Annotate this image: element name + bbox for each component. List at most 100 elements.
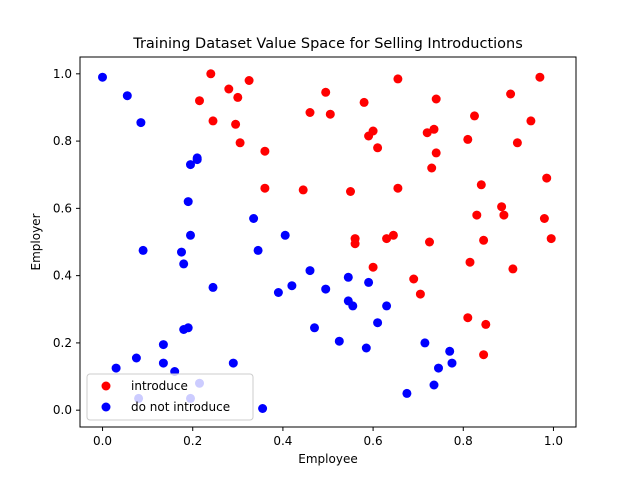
point-introduce <box>359 97 369 107</box>
point-do-not-introduce <box>253 245 263 255</box>
point-introduce <box>244 76 254 85</box>
point-introduce <box>305 108 315 117</box>
point-do-not-introduce <box>447 358 457 368</box>
point-do-not-introduce <box>280 230 290 240</box>
x-tick-label: 0.6 <box>364 434 383 448</box>
point-do-not-introduce <box>321 284 331 294</box>
point-do-not-introduce <box>382 301 392 311</box>
point-do-not-introduce <box>192 153 202 163</box>
point-do-not-introduce <box>364 277 374 287</box>
point-introduce <box>506 89 516 99</box>
point-do-not-introduce <box>177 247 186 257</box>
point-do-not-introduce <box>186 230 195 240</box>
point-introduce <box>206 69 216 79</box>
point-introduce <box>195 96 204 106</box>
point-do-not-introduce <box>131 353 141 363</box>
point-do-not-introduce <box>445 346 455 356</box>
point-introduce <box>470 111 479 121</box>
point-do-not-introduce <box>373 318 383 328</box>
point-do-not-introduce <box>258 404 268 413</box>
point-introduce <box>526 116 536 126</box>
y-axis-label: Employer <box>29 213 43 270</box>
point-introduce <box>422 128 432 138</box>
point-do-not-introduce <box>348 301 358 311</box>
point-introduce <box>346 187 355 196</box>
point-do-not-introduce <box>429 380 439 390</box>
point-introduce <box>409 274 419 284</box>
legend-label-introduce: introduce <box>131 379 188 393</box>
chart-title: Training Dataset Value Space for Selling… <box>132 36 523 52</box>
y-tick-label: 0.8 <box>53 134 72 148</box>
point-do-not-introduce <box>287 281 297 291</box>
point-introduce <box>260 146 270 156</box>
point-introduce <box>463 134 473 144</box>
point-introduce <box>546 234 556 244</box>
legend-box <box>86 373 254 421</box>
point-introduce <box>539 214 549 223</box>
point-do-not-introduce <box>361 343 371 353</box>
point-introduce <box>382 234 392 244</box>
x-tick-label: 0.8 <box>454 434 473 448</box>
point-introduce <box>233 92 243 102</box>
point-introduce <box>321 87 331 97</box>
point-introduce <box>231 119 241 129</box>
point-introduce <box>260 183 270 193</box>
point-do-not-introduce <box>136 118 146 128</box>
point-introduce <box>497 202 507 212</box>
point-introduce <box>393 183 403 193</box>
point-introduce <box>325 109 335 119</box>
point-introduce <box>472 210 482 220</box>
point-introduce <box>350 239 360 249</box>
point-introduce <box>535 72 545 82</box>
point-introduce <box>431 148 441 158</box>
point-do-not-introduce <box>158 340 168 350</box>
point-do-not-introduce <box>186 160 195 170</box>
point-do-not-introduce <box>402 388 412 398</box>
legend: introduce do not introduce <box>86 373 254 421</box>
point-introduce <box>481 319 491 329</box>
point-do-not-introduce <box>420 338 430 348</box>
point-introduce <box>512 138 522 148</box>
point-introduce <box>429 124 439 134</box>
y-tick-label: 0.2 <box>53 336 72 350</box>
point-introduce <box>479 350 489 360</box>
point-introduce <box>425 237 434 247</box>
x-tick-label: 1.0 <box>544 434 563 448</box>
point-introduce <box>479 235 489 245</box>
point-introduce <box>427 163 437 173</box>
point-introduce <box>499 210 509 220</box>
legend-label-do-not-introduce: do not introduce <box>131 400 230 414</box>
point-introduce <box>393 74 403 84</box>
point-introduce <box>224 84 234 94</box>
point-introduce <box>542 173 552 183</box>
legend-marker-introduce <box>101 381 111 391</box>
point-introduce <box>465 257 475 267</box>
point-do-not-introduce <box>179 259 189 269</box>
point-introduce <box>373 143 383 153</box>
axes-frame <box>79 56 577 428</box>
point-do-not-introduce <box>122 91 132 101</box>
y-tick-label: 0.6 <box>53 201 72 215</box>
point-do-not-introduce <box>183 197 193 207</box>
point-do-not-introduce <box>334 336 344 346</box>
x-axis-label: Employee <box>298 452 357 466</box>
x-tick-label: 0.2 <box>183 434 202 448</box>
point-introduce <box>368 126 378 136</box>
point-do-not-introduce <box>158 358 168 368</box>
y-tick-label: 1.0 <box>53 67 72 81</box>
point-introduce <box>388 230 398 240</box>
legend-marker-do-not-introduce <box>101 402 111 412</box>
point-do-not-introduce <box>98 72 107 82</box>
point-do-not-introduce <box>310 323 319 333</box>
point-do-not-introduce <box>111 363 121 373</box>
point-do-not-introduce <box>183 323 193 333</box>
point-do-not-introduce <box>208 282 218 292</box>
point-do-not-introduce <box>138 245 148 255</box>
point-introduce <box>235 138 245 148</box>
y-axis-ticks: 0.0 0.2 0.4 0.6 0.8 1.0 <box>53 67 80 417</box>
point-introduce <box>463 313 473 323</box>
point-introduce <box>431 94 441 104</box>
point-do-not-introduce <box>434 363 443 373</box>
